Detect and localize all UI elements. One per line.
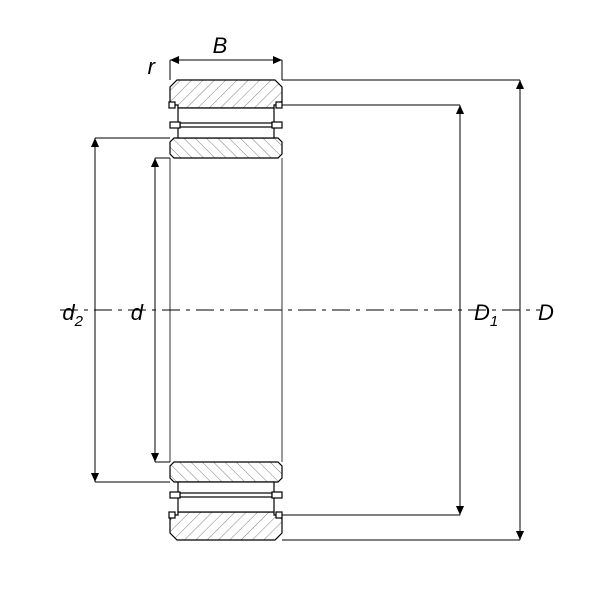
inner-ring-bottom bbox=[170, 462, 282, 482]
arrowhead bbox=[456, 506, 464, 515]
dim-label: d bbox=[131, 300, 144, 325]
dim-label: r bbox=[148, 54, 157, 79]
arrowhead bbox=[91, 138, 99, 147]
dim-label: B bbox=[213, 33, 228, 58]
arrowhead bbox=[516, 80, 524, 89]
arrowhead bbox=[170, 56, 179, 64]
cage-bottom bbox=[180, 493, 272, 497]
drawing-layer: Br D D1 d d2 bbox=[60, 33, 554, 540]
bearing-cross-section-diagram: Br D D1 d d2 bbox=[0, 0, 600, 600]
arrowhead bbox=[91, 473, 99, 482]
arrowhead bbox=[273, 56, 282, 64]
inner-ring-top bbox=[170, 138, 282, 158]
outer-ring-top bbox=[170, 80, 282, 108]
arrowhead bbox=[151, 453, 159, 462]
arrowhead bbox=[151, 158, 159, 167]
arrowhead bbox=[516, 531, 524, 540]
dim-label: d2 bbox=[62, 300, 83, 330]
dim-label: D1 bbox=[474, 300, 498, 330]
cage-top bbox=[180, 123, 272, 127]
dim-label: D bbox=[538, 300, 554, 325]
arrowhead bbox=[456, 105, 464, 114]
outer-ring-bottom bbox=[170, 512, 282, 540]
